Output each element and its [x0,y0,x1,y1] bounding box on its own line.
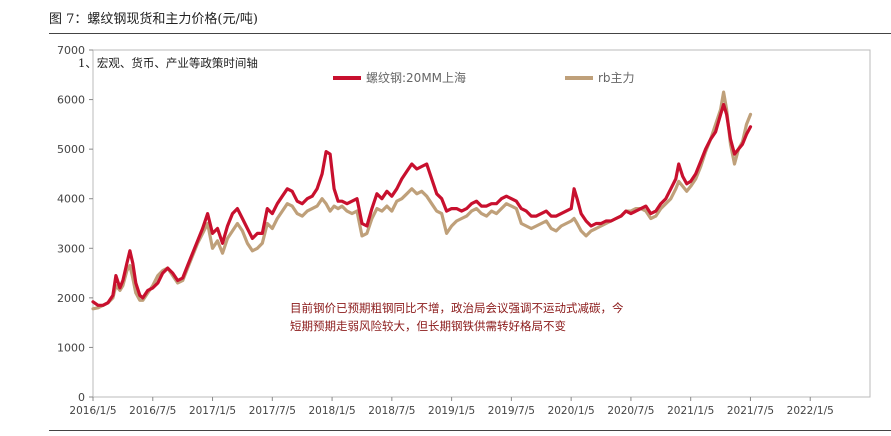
plot-area-frame [92,49,871,398]
y-tick-label: 0 [78,391,85,404]
x-tick-label: 2017/1/5 [189,405,236,417]
x-tick-label: 2016/1/5 [69,405,116,417]
x-tick-label: 2020/1/5 [548,405,595,417]
y-tick-label: 6000 [57,94,85,107]
y-tick-label: 4000 [57,193,85,206]
series-line-0 [91,102,753,307]
x-tick-label: 2018/1/5 [308,405,355,417]
x-tick-label: 2022/1/5 [787,405,834,417]
x-tick-label: 2021/7/5 [727,405,774,417]
x-tick-label: 2016/7/5 [129,405,176,417]
x-tick-label: 2017/7/5 [249,405,296,417]
x-tick-label: 2020/7/5 [607,405,654,417]
x-tick-label: 2021/1/5 [667,405,714,417]
y-tick-label: 3000 [57,242,85,255]
series-line-1 [91,90,753,311]
legend-label-0: 螺纹钢:20MM上海 [366,70,466,85]
y-tick-label: 7000 [57,44,85,57]
figure-title: 图 7：螺纹钢现货和主力价格(元/吨) [49,12,258,27]
chart-subtitle: 1、宏观、货币、产业等政策时间轴 [78,56,258,70]
bottom-rule [49,430,891,431]
y-tick-label: 2000 [57,292,85,305]
top-rule [49,33,891,34]
x-tick-label: 2019/1/5 [428,405,475,417]
y-tick-label: 5000 [57,143,85,156]
legend-label-1: rb主力 [598,71,635,85]
y-tick-label: 1000 [57,341,85,354]
annotation-line-1: 目前钢价已预期粗钢同比不增，政治局会议强调不运动式减碳，今 [290,301,624,315]
x-tick-label: 2018/7/5 [368,405,415,417]
x-tick-label: 2019/7/5 [488,405,535,417]
annotation-line-2: 短期预期走弱风险较大，但长期钢铁供需转好格局不变 [290,319,566,333]
